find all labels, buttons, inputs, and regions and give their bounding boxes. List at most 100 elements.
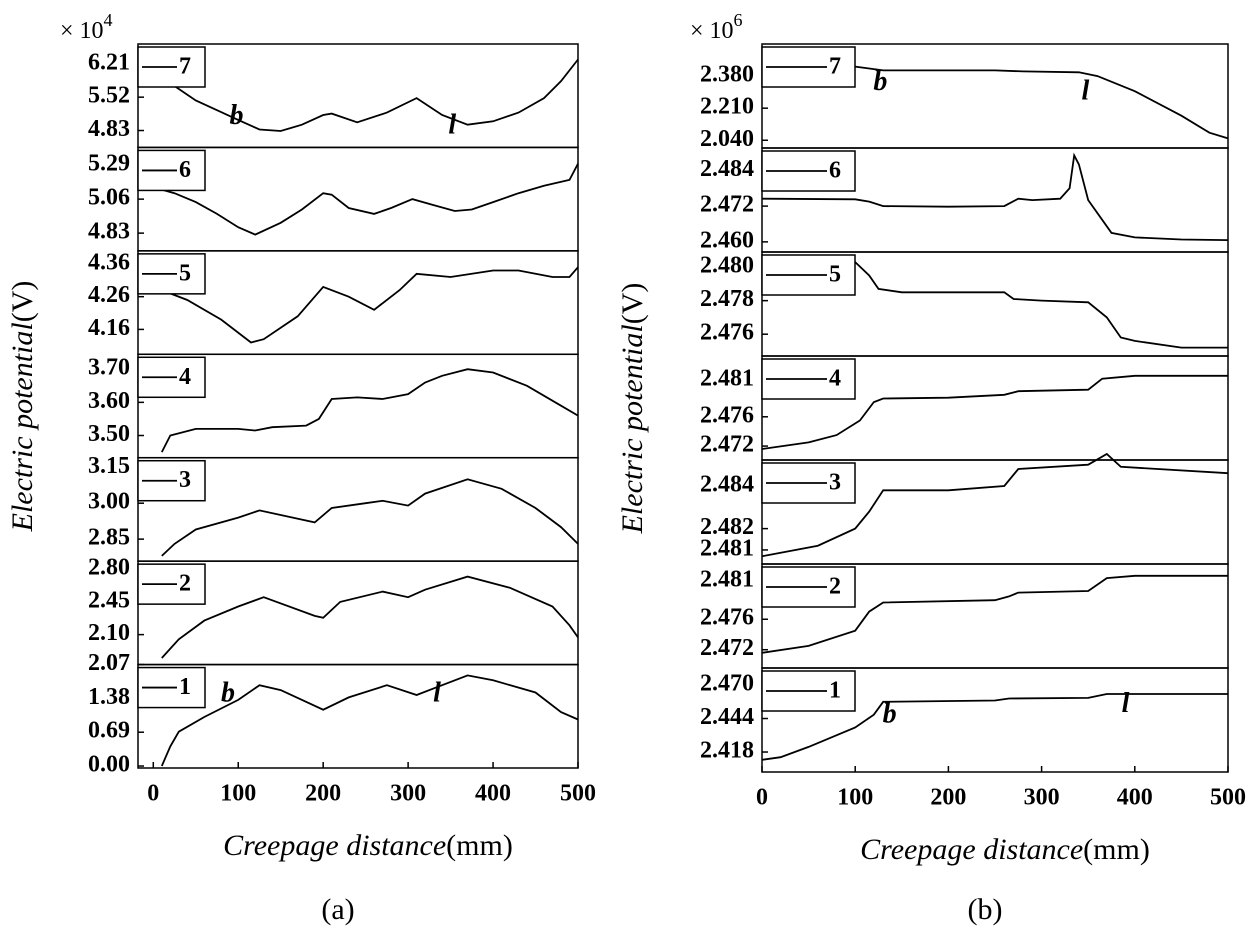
y-tick-label: 2.80 <box>88 555 130 581</box>
annotation: l <box>448 110 456 141</box>
legend-label: 1 <box>179 674 191 700</box>
y-tick-label: 3.15 <box>88 453 130 479</box>
legend-label: 7 <box>829 54 841 80</box>
y-tick-label: 2.85 <box>88 525 130 551</box>
legend-label: 1 <box>829 678 841 704</box>
data-line <box>761 574 1228 654</box>
y-tick-label: 3.50 <box>88 421 130 447</box>
scale-base: × 10 <box>60 18 104 44</box>
y-tick-label: 3.60 <box>88 388 130 414</box>
data-line <box>160 674 579 767</box>
data-line <box>761 693 1228 761</box>
y-axis-label: Electric potential(V) <box>616 283 649 535</box>
y-axis-label-name: Electric potential <box>6 322 39 532</box>
y-tick-label: 5.29 <box>88 151 130 177</box>
y-tick-label: 2.418 <box>700 738 754 764</box>
scale-exponent: 6 <box>734 10 743 30</box>
x-axis-label-name: Creepage distance <box>223 829 446 862</box>
y-tick-label: 2.476 <box>700 320 754 346</box>
data-line <box>152 266 579 344</box>
x-tick-label: 300 <box>390 781 426 807</box>
annotation: b <box>883 698 897 729</box>
annotation: b <box>873 66 887 97</box>
y-tick-label: 2.07 <box>88 650 130 676</box>
legend-label: 3 <box>179 467 191 493</box>
y-tick-label: 5.52 <box>88 83 130 109</box>
data-line <box>153 163 579 236</box>
annotation: b <box>230 100 244 131</box>
legend-label: 6 <box>829 158 841 184</box>
scale-exponent: 4 <box>104 10 113 30</box>
x-tick-label: 200 <box>305 781 341 807</box>
annotation: l <box>1082 75 1090 106</box>
y-tick-label: 4.83 <box>88 219 130 245</box>
x-axis-label: Creepage distance(mm) <box>223 829 513 862</box>
x-tick-label: 400 <box>475 781 511 807</box>
data-line <box>761 152 1229 241</box>
legend-label: 7 <box>179 54 191 80</box>
y-tick-label: 6.21 <box>88 49 130 75</box>
panel-caption: (b) <box>968 893 1003 926</box>
x-tick-label: 500 <box>560 781 596 807</box>
x-tick-label: 0 <box>756 785 768 811</box>
legend-label: 2 <box>829 574 841 600</box>
data-line <box>152 58 579 132</box>
x-tick-label: 0 <box>147 781 159 807</box>
x-tick-label: 300 <box>1024 785 1060 811</box>
data-line <box>161 575 579 659</box>
y-tick-label: 4.83 <box>88 116 130 142</box>
x-tick-label: 200 <box>930 785 966 811</box>
legend-label: 5 <box>179 260 191 286</box>
y-tick-label: 2.040 <box>700 126 754 152</box>
data-line <box>761 374 1228 450</box>
y-tick-label: 5.06 <box>88 185 130 211</box>
y-tick-label: 2.472 <box>700 192 754 218</box>
y-tick-label: 2.481 <box>700 567 754 593</box>
y-tick-label: 0.69 <box>88 718 130 744</box>
legend-label: 4 <box>829 366 841 392</box>
y-tick-label: 2.481 <box>700 535 754 561</box>
y-tick-label: 2.10 <box>88 620 130 646</box>
y-tick-label: 2.45 <box>88 587 130 613</box>
x-tick-label: 500 <box>1210 785 1246 811</box>
y-tick-label: 2.210 <box>700 94 754 120</box>
y-tick-label: 2.472 <box>700 432 754 458</box>
data-line <box>761 452 1229 558</box>
y-axis-label-name: Electric potential <box>616 324 649 534</box>
y-tick-label: 2.482 <box>700 514 754 540</box>
legend-label: 6 <box>179 157 191 183</box>
scale-base: × 10 <box>690 18 734 44</box>
y-tick-label: 3.70 <box>88 355 130 381</box>
legend-label: 4 <box>179 364 191 390</box>
y-axis-label: Electric potential(V) <box>6 281 39 533</box>
y-tick-label: 3.00 <box>88 489 130 515</box>
annotation: b <box>221 677 235 708</box>
legend-label: 5 <box>829 262 841 288</box>
y-tick-label: 1.38 <box>88 684 130 710</box>
y-tick-label: 2.484 <box>700 156 754 182</box>
y-tick-label: 2.444 <box>700 704 754 730</box>
data-line <box>161 478 579 557</box>
y-tick-label: 2.480 <box>700 253 754 279</box>
x-axis-label-name: Creepage distance <box>860 833 1083 866</box>
data-line <box>160 368 579 453</box>
y-tick-label: 4.36 <box>88 249 130 275</box>
y-tick-label: 4.16 <box>88 315 130 341</box>
y-tick-label: 4.26 <box>88 282 130 308</box>
data-line <box>761 259 1228 349</box>
y-tick-label: 2.481 <box>700 366 754 392</box>
y-tick-label: 0.00 <box>88 752 130 778</box>
legend-label: 3 <box>829 470 841 496</box>
legend-label: 2 <box>179 571 191 597</box>
x-tick-label: 100 <box>220 781 256 807</box>
data-line <box>761 62 1229 140</box>
x-axis-label-unit: (mm) <box>446 829 513 862</box>
x-axis-label-unit: (mm) <box>1083 833 1150 866</box>
x-tick-label: 100 <box>837 785 873 811</box>
y-tick-label: 2.484 <box>700 472 754 498</box>
y-axis-label-unit: (V) <box>616 283 649 325</box>
subplot-frame <box>137 663 579 769</box>
y-tick-label: 2.478 <box>700 286 754 312</box>
panel-caption: (a) <box>321 893 354 926</box>
